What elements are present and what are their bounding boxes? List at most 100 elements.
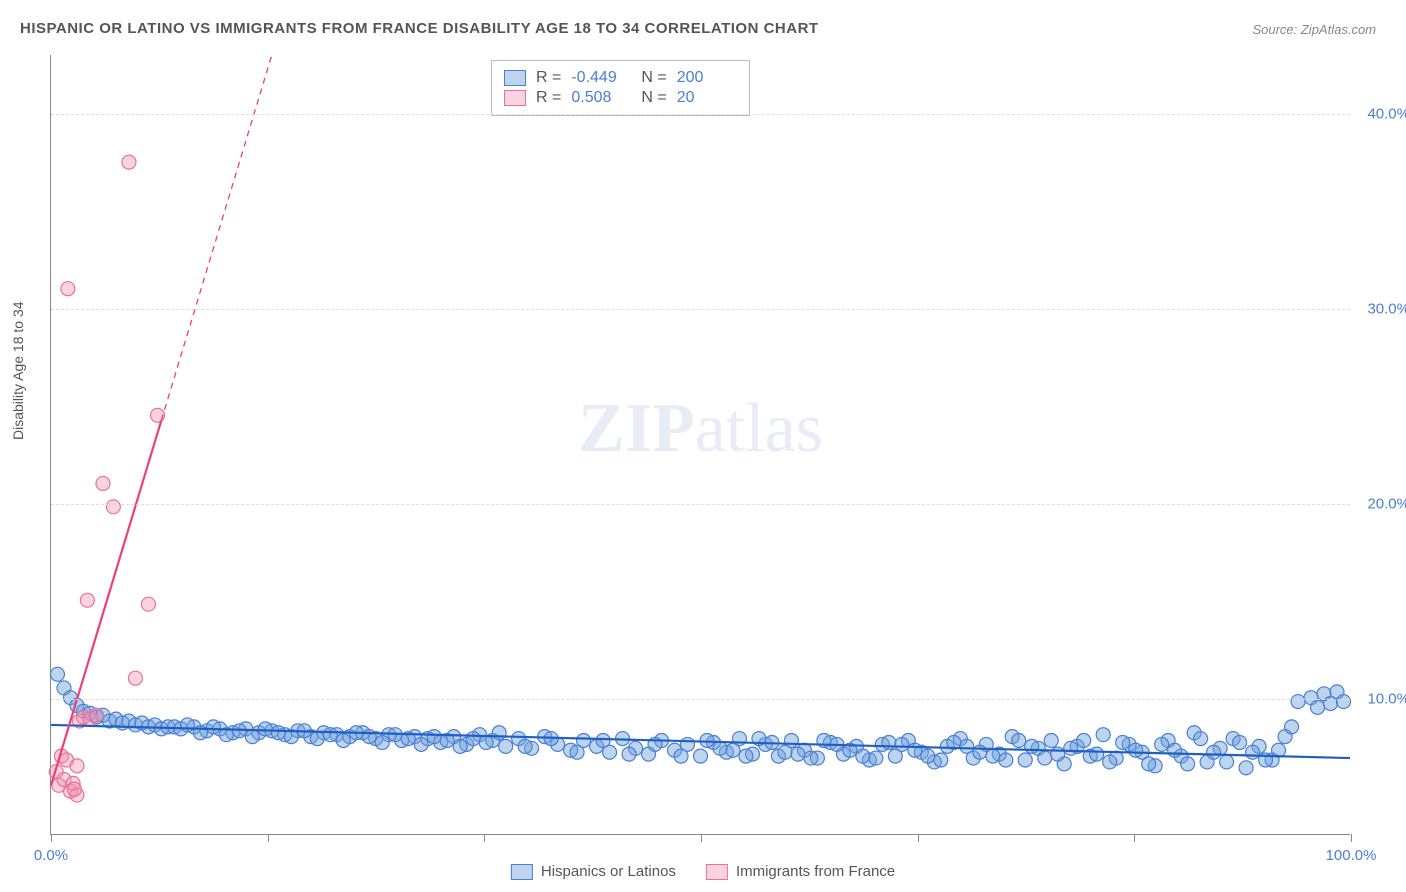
trendline-pink-dashed	[161, 55, 271, 420]
data-point	[1233, 735, 1247, 749]
data-point	[1168, 743, 1182, 757]
stat-value-n-blue: 200	[677, 69, 737, 87]
data-point	[1142, 757, 1156, 771]
stat-value-r-pink: 0.508	[571, 89, 631, 107]
plot-area: ZIPatlas R = -0.449 N = 200 R = 0.508 N …	[50, 55, 1350, 835]
data-point	[622, 747, 636, 761]
data-point	[323, 728, 337, 742]
x-tick	[701, 834, 702, 842]
swatch-blue-icon	[511, 864, 533, 880]
swatch-pink-icon	[504, 90, 526, 106]
data-point	[1129, 743, 1143, 757]
data-point	[362, 730, 376, 744]
stat-label-n: N =	[641, 89, 666, 107]
data-point	[856, 749, 870, 763]
data-point	[1246, 745, 1260, 759]
data-point	[1220, 755, 1234, 769]
data-point	[80, 593, 94, 607]
gridline-h	[51, 309, 1350, 310]
data-point	[1090, 747, 1104, 761]
data-point	[1012, 734, 1026, 748]
data-point	[1311, 700, 1325, 714]
legend-item-hispanics: Hispanics or Latinos	[511, 863, 676, 880]
data-point	[70, 759, 84, 773]
data-point	[570, 745, 584, 759]
data-point	[128, 671, 142, 685]
data-point	[1291, 695, 1305, 709]
data-point	[122, 155, 136, 169]
x-tick	[268, 834, 269, 842]
data-point	[1155, 737, 1169, 751]
data-point	[694, 749, 708, 763]
data-point	[713, 741, 727, 755]
y-tick-label: 30.0%	[1355, 300, 1406, 317]
data-point	[804, 751, 818, 765]
data-point	[778, 745, 792, 759]
data-point	[1018, 753, 1032, 767]
legend-label: Hispanics or Latinos	[541, 863, 676, 880]
data-point	[934, 753, 948, 767]
legend-series: Hispanics or Latinos Immigrants from Fra…	[511, 863, 895, 880]
data-point	[921, 749, 935, 763]
data-point	[180, 718, 194, 732]
gridline-h	[51, 504, 1350, 505]
data-point	[1239, 761, 1253, 775]
y-tick-label: 10.0%	[1355, 690, 1406, 707]
data-point	[310, 732, 324, 746]
source-attribution: Source: ZipAtlas.com	[1252, 22, 1376, 37]
data-point	[1337, 695, 1351, 709]
data-point	[453, 739, 467, 753]
data-point	[1181, 757, 1195, 771]
data-point	[674, 749, 688, 763]
stat-value-r-blue: -0.449	[571, 69, 631, 87]
x-tick-label: 100.0%	[1326, 847, 1377, 864]
data-point	[427, 730, 441, 744]
data-point	[973, 745, 987, 759]
y-axis-label: Disability Age 18 to 34	[10, 301, 26, 440]
x-tick	[1134, 834, 1135, 842]
data-point	[245, 730, 259, 744]
data-point	[258, 722, 272, 736]
x-tick	[918, 834, 919, 842]
data-point	[492, 726, 506, 740]
y-tick-label: 40.0%	[1355, 105, 1406, 122]
swatch-pink-icon	[706, 864, 728, 880]
legend-stats-row-blue: R = -0.449 N = 200	[504, 69, 737, 87]
data-point	[596, 734, 610, 748]
data-point	[1285, 720, 1299, 734]
data-point	[1051, 747, 1065, 761]
data-point	[1207, 745, 1221, 759]
data-point	[89, 708, 103, 722]
data-point	[67, 782, 81, 796]
data-point	[999, 753, 1013, 767]
x-tick-label: 0.0%	[34, 847, 68, 864]
gridline-h	[51, 114, 1350, 115]
data-point	[1077, 734, 1091, 748]
legend-item-france: Immigrants from France	[706, 863, 895, 880]
data-point	[206, 720, 220, 734]
data-point	[51, 667, 65, 681]
data-point	[908, 743, 922, 757]
x-tick	[484, 834, 485, 842]
data-point	[466, 732, 480, 746]
legend-stats-box: R = -0.449 N = 200 R = 0.508 N = 20	[491, 60, 750, 116]
data-point	[895, 737, 909, 751]
data-point	[1064, 741, 1078, 755]
x-tick	[1351, 834, 1352, 842]
data-point	[869, 751, 883, 765]
legend-stats-row-pink: R = 0.508 N = 20	[504, 89, 737, 107]
data-point	[271, 726, 285, 740]
gridline-h	[51, 699, 1350, 700]
data-point	[960, 739, 974, 753]
data-point	[106, 500, 120, 514]
stat-label-r: R =	[536, 69, 561, 87]
data-point	[96, 476, 110, 490]
y-tick-label: 20.0%	[1355, 495, 1406, 512]
data-point	[1116, 735, 1130, 749]
data-point	[479, 735, 493, 749]
legend-label: Immigrants from France	[736, 863, 895, 880]
data-point	[791, 747, 805, 761]
data-point	[518, 739, 532, 753]
data-point	[1038, 751, 1052, 765]
chart-svg	[51, 55, 1350, 834]
